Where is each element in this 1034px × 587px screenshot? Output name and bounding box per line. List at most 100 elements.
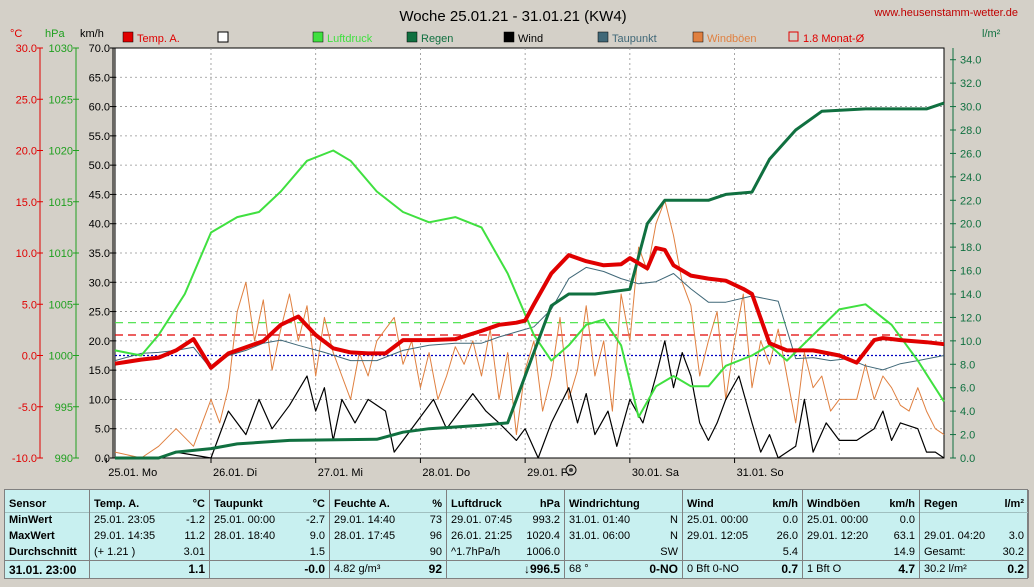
speed-unit: km/h xyxy=(80,28,104,40)
stats-column-title: Luftdruck xyxy=(451,498,502,510)
speed-tick-label: 55.0 xyxy=(89,131,110,143)
pressure-tick-label: 1010 xyxy=(49,248,73,260)
legend-label: Temp. A. xyxy=(137,33,180,45)
rain-tick-label: 6.0 xyxy=(960,383,975,395)
temp-tick-label: 30.0 xyxy=(16,43,37,55)
stats-cell-value: 0.0 xyxy=(782,514,798,526)
stats-cell-value: 1.5 xyxy=(309,546,325,558)
speed-tick-label: 0.0 xyxy=(95,453,110,465)
stats-cell-value: 1006.0 xyxy=(526,546,560,558)
pressure-tick-label: 990 xyxy=(55,453,73,465)
stats-cell-value: 14.9 xyxy=(893,546,915,558)
time-slider-handle[interactable] xyxy=(565,464,577,476)
stats-column-unit: °C xyxy=(312,498,325,510)
stats-cell-value: 993.2 xyxy=(532,514,560,526)
legend-item xyxy=(217,31,229,43)
speed-tick-label: 60.0 xyxy=(89,102,110,114)
stats-column-title: Temp. A. xyxy=(94,498,140,510)
stats-cell-value: 96 xyxy=(429,530,442,542)
speed-tick-label: 70.0 xyxy=(89,43,110,55)
stats-cell-value: 90 xyxy=(429,546,442,558)
row-label: Durchschnitt xyxy=(9,546,77,558)
chart-title: Woche 25.01.21 - 31.01.21 (KW4) xyxy=(399,8,626,25)
legend-label: Windböen xyxy=(707,33,757,45)
speed-tick-label: 5.0 xyxy=(95,424,110,436)
legend-label: 1.8 Monat-Ø xyxy=(803,33,865,45)
stats-column-title: Windrichtung xyxy=(569,498,640,510)
x-tick-label: 26.01. Di xyxy=(213,467,257,479)
pressure-tick-label: 1025 xyxy=(49,94,73,106)
row-label: Sensor xyxy=(9,498,47,510)
stats-cell-label: 29.01. 14:40 xyxy=(334,514,396,526)
stats-column: Wind km/h 25.01. 00:00 0.0 29.01. 12:05 26.0 5… xyxy=(683,490,803,578)
stats-cell-label: Gesamt: xyxy=(924,546,966,558)
speed-tick-label: 20.0 xyxy=(89,336,110,348)
rain-tick-label: 16.0 xyxy=(960,266,981,278)
series-windb-enline xyxy=(114,199,945,459)
stats-cell-value: 63.1 xyxy=(893,530,915,542)
stats-cell-value: SW xyxy=(660,546,678,558)
pressure-tick-label: 1015 xyxy=(49,197,73,209)
speed-tick-label: 50.0 xyxy=(89,160,110,172)
website-link[interactable]: www.heusenstamm-wetter.de xyxy=(873,7,1018,19)
stats-cell-value: 0.0 xyxy=(899,514,915,526)
stats-column-title: Wind xyxy=(687,498,714,510)
stats-cell-value: -1.2 xyxy=(186,514,205,526)
legend-swatch xyxy=(692,31,704,43)
stats-cell-value: N xyxy=(670,514,678,526)
temp-unit: °C xyxy=(10,28,22,40)
stats-column-unit: l/m² xyxy=(1004,498,1024,510)
stats-cell-label: 31.01. 06:00 xyxy=(569,530,631,542)
stats-cell-value: -2.7 xyxy=(306,514,325,526)
temp-tick-label: -5.0 xyxy=(18,402,37,414)
speed-tick-label: 10.0 xyxy=(89,394,110,406)
stats-column: Regen l/m² 29.01. 04:20 3.0 Gesamt: 30.2 30.2 … xyxy=(920,490,1029,578)
speed-tick-label: 30.0 xyxy=(89,277,110,289)
speed-tick-label: 35.0 xyxy=(89,248,110,260)
legend-label: Wind xyxy=(518,33,543,45)
stats-cell-label: 29.01. 12:20 xyxy=(807,530,869,542)
plot-area xyxy=(114,47,945,459)
pressure-tick-label: 1030 xyxy=(49,43,73,55)
stats-column-title: Windböen xyxy=(807,498,861,510)
speed-tick-label: 45.0 xyxy=(89,189,110,201)
row-label: 31.01. 23:00 xyxy=(9,563,77,577)
rain-tick-label: 12.0 xyxy=(960,312,981,324)
rain-tick-label: 28.0 xyxy=(960,125,981,137)
rain-tick-label: 0.0 xyxy=(960,453,975,465)
row-label: MaxWert xyxy=(9,530,55,542)
speed-tick-label: 65.0 xyxy=(89,72,110,84)
speed-tick-label: 15.0 xyxy=(89,365,110,377)
stats-column: Feuchte A.% 29.01. 14:40 73 28.01. 17:45 96 9… xyxy=(330,490,447,578)
stats-column-title: Regen xyxy=(924,498,958,510)
stats-column: Windböen km/h 25.01. 00:00 0.0 29.01. 12:20 6… xyxy=(803,490,920,578)
stats-current-label: 0 Bft 0-NO xyxy=(687,563,739,575)
legend-swatch xyxy=(406,31,418,43)
stats-cell-value: 5.4 xyxy=(782,546,798,558)
legend-item: Wind xyxy=(503,31,543,45)
stats-column: Luftdruck hPa 29.01. 07:45 993.2 26.01. 21:2… xyxy=(447,490,565,578)
legend-swatch xyxy=(217,31,229,43)
x-tick-label: 31.01. So xyxy=(737,467,784,479)
rain-tick-label: 24.0 xyxy=(960,172,981,184)
stats-cell-label: 29.01. 04:20 xyxy=(924,530,986,542)
stats-current-label: 4.82 g/m³ xyxy=(334,563,381,575)
stats-column: Taupunkt °C 25.01. 00:00 -2.7 28.01. 18:40 9.… xyxy=(210,490,330,578)
stats-cell-label: 26.01. 21:25 xyxy=(451,530,513,542)
x-tick-label: 25.01. Mo xyxy=(108,467,157,479)
stats-column: Windrichtung 31.01. 01:40 N 31.01. 06:00 N SW… xyxy=(565,490,683,578)
legend-item: 1.8 Monat-Ø xyxy=(788,31,865,45)
legend-item: Regen xyxy=(406,31,453,45)
stats-column-unit: km/h xyxy=(889,498,915,510)
stats-cell-label: (+ 1.21 ) xyxy=(94,546,136,558)
temp-tick-label: 15.0 xyxy=(16,197,37,209)
rain-tick-label: 20.0 xyxy=(960,219,981,231)
stats-current-value: 1.1 xyxy=(188,562,205,576)
temp-tick-label: 20.0 xyxy=(16,146,37,158)
stats-column-unit: % xyxy=(432,498,442,510)
rain-unit: l/m² xyxy=(982,28,1001,40)
rain-tick-label: 22.0 xyxy=(960,195,981,207)
stats-column-unit: °C xyxy=(192,498,205,510)
speed-tick-label: 25.0 xyxy=(89,307,110,319)
stats-current-value: 4.7 xyxy=(898,562,915,576)
